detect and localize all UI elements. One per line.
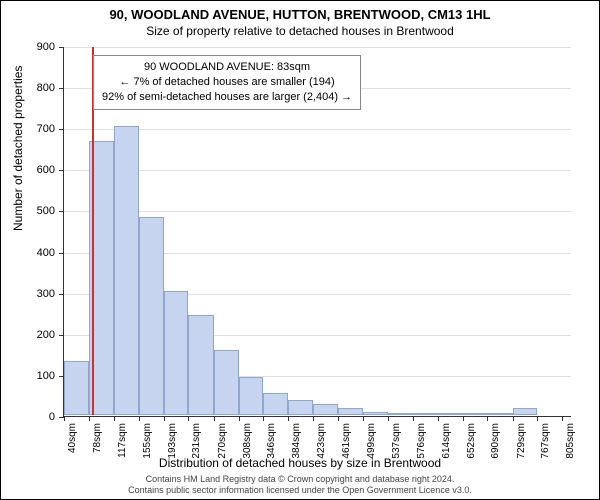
xtick-mark bbox=[139, 416, 140, 421]
xtick-label: 537sqm bbox=[391, 423, 402, 459]
histogram-bar bbox=[438, 413, 463, 415]
xtick-label: 270sqm bbox=[217, 423, 228, 459]
histogram-bar bbox=[463, 413, 488, 415]
xtick-mark bbox=[562, 416, 563, 421]
ytick-label: 600 bbox=[1, 164, 55, 176]
ytick-mark bbox=[59, 294, 64, 295]
histogram-bar bbox=[487, 413, 512, 415]
info-box: 90 WOODLAND AVENUE: 83sqm ← 7% of detach… bbox=[93, 55, 361, 110]
xtick-mark bbox=[487, 416, 488, 421]
footer-line-1: Contains HM Land Registry data © Crown c… bbox=[1, 474, 599, 485]
footer: Contains HM Land Registry data © Crown c… bbox=[1, 474, 599, 496]
xtick-label: 805sqm bbox=[565, 423, 576, 459]
xtick-label: 767sqm bbox=[540, 423, 551, 459]
ytick-mark bbox=[59, 88, 64, 89]
xtick-label: 576sqm bbox=[416, 423, 427, 459]
xtick-mark bbox=[388, 416, 389, 421]
xtick-label: 499sqm bbox=[366, 423, 377, 459]
histogram-bar bbox=[214, 350, 239, 415]
chart-title: 90, WOODLAND AVENUE, HUTTON, BRENTWOOD, … bbox=[1, 1, 599, 22]
ytick-mark bbox=[59, 47, 64, 48]
xtick-mark bbox=[114, 416, 115, 421]
histogram-bar bbox=[413, 413, 438, 415]
gridline bbox=[64, 47, 571, 48]
xtick-label: 729sqm bbox=[516, 423, 527, 459]
ytick-mark bbox=[59, 335, 64, 336]
histogram-bar bbox=[363, 412, 388, 415]
xtick-mark bbox=[413, 416, 414, 421]
xtick-mark bbox=[214, 416, 215, 421]
xtick-label: 117sqm bbox=[117, 423, 128, 458]
histogram-bar bbox=[288, 400, 313, 415]
ytick-label: 900 bbox=[1, 41, 55, 53]
xtick-label: 614sqm bbox=[441, 423, 452, 459]
xtick-mark bbox=[363, 416, 364, 421]
histogram-bar bbox=[139, 217, 164, 415]
xtick-label: 652sqm bbox=[466, 423, 477, 459]
xtick-mark bbox=[537, 416, 538, 421]
ytick-label: 100 bbox=[1, 370, 55, 382]
xtick-label: 690sqm bbox=[490, 423, 501, 459]
histogram-bar bbox=[263, 393, 288, 415]
chart-subtitle: Size of property relative to detached ho… bbox=[1, 22, 599, 42]
ytick-label: 800 bbox=[1, 82, 55, 94]
ytick-mark bbox=[59, 129, 64, 130]
ytick-label: 700 bbox=[1, 123, 55, 135]
histogram-bar bbox=[114, 126, 139, 415]
gridline bbox=[64, 211, 571, 212]
xtick-label: 423sqm bbox=[316, 423, 327, 459]
xtick-mark bbox=[463, 416, 464, 421]
ytick-label: 200 bbox=[1, 329, 55, 341]
gridline bbox=[64, 170, 571, 171]
xtick-label: 40sqm bbox=[67, 423, 78, 453]
xtick-mark bbox=[338, 416, 339, 421]
xtick-mark bbox=[313, 416, 314, 421]
gridline bbox=[64, 129, 571, 130]
xtick-mark bbox=[239, 416, 240, 421]
xtick-mark bbox=[438, 416, 439, 421]
xtick-mark bbox=[263, 416, 264, 421]
xtick-label: 78sqm bbox=[92, 423, 103, 453]
xtick-label: 155sqm bbox=[142, 423, 153, 459]
info-line-2: ← 7% of detached houses are smaller (194… bbox=[102, 75, 352, 90]
histogram-bar bbox=[164, 291, 189, 415]
info-line-1: 90 WOODLAND AVENUE: 83sqm bbox=[102, 60, 352, 75]
ytick-label: 400 bbox=[1, 247, 55, 259]
xtick-mark bbox=[288, 416, 289, 421]
histogram-bar bbox=[513, 408, 538, 415]
histogram-bar bbox=[64, 361, 89, 416]
xtick-label: 308sqm bbox=[242, 423, 253, 459]
xtick-label: 384sqm bbox=[291, 423, 302, 459]
xtick-mark bbox=[64, 416, 65, 421]
ytick-mark bbox=[59, 170, 64, 171]
chart-area: 90 WOODLAND AVENUE: 83sqm ← 7% of detach… bbox=[63, 47, 571, 417]
xtick-label: 193sqm bbox=[167, 423, 178, 459]
histogram-bar bbox=[388, 413, 413, 415]
xtick-mark bbox=[513, 416, 514, 421]
xtick-mark bbox=[89, 416, 90, 421]
histogram-bar bbox=[239, 377, 264, 415]
info-line-3: 92% of semi-detached houses are larger (… bbox=[102, 90, 352, 105]
histogram-bar bbox=[338, 408, 363, 415]
footer-line-2: Contains public sector information licen… bbox=[1, 485, 599, 496]
ytick-mark bbox=[59, 253, 64, 254]
ytick-label: 500 bbox=[1, 205, 55, 217]
chart-container: 90, WOODLAND AVENUE, HUTTON, BRENTWOOD, … bbox=[0, 0, 600, 500]
histogram-bar bbox=[188, 315, 213, 415]
ytick-label: 300 bbox=[1, 288, 55, 300]
xtick-label: 231sqm bbox=[191, 423, 202, 459]
xtick-mark bbox=[188, 416, 189, 421]
xtick-mark bbox=[164, 416, 165, 421]
xtick-label: 461sqm bbox=[341, 423, 352, 459]
histogram-bar bbox=[313, 404, 338, 415]
ytick-label: 0 bbox=[1, 411, 55, 423]
ytick-mark bbox=[59, 211, 64, 212]
xtick-label: 346sqm bbox=[266, 423, 277, 459]
